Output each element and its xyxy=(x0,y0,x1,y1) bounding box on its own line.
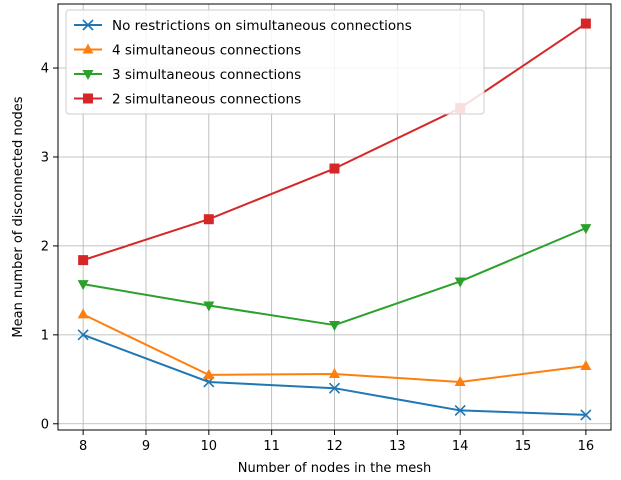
x-tick-label: 16 xyxy=(578,439,595,454)
data-point xyxy=(78,255,89,266)
x-axis-ticks: 8 9 10 11 12 13 14 15 16 xyxy=(79,430,594,454)
data-point xyxy=(329,321,340,332)
legend-entry: 2 simultaneous connections xyxy=(74,92,301,108)
data-point xyxy=(77,329,89,341)
legend-box xyxy=(65,9,485,115)
legend: No restrictions on simultaneous connecti… xyxy=(65,9,485,115)
data-point xyxy=(454,404,466,416)
series-1 xyxy=(77,329,592,421)
y-tick-label: 4 xyxy=(41,62,49,77)
data-point xyxy=(77,308,89,319)
x-tick-label: 13 xyxy=(389,439,406,454)
x-tick-label: 14 xyxy=(452,439,469,454)
x-tick-label: 15 xyxy=(515,439,532,454)
legend-marker xyxy=(82,19,94,31)
legend-entry: No restrictions on simultaneous connecti… xyxy=(74,18,412,34)
legend-label: 2 simultaneous connections xyxy=(112,92,301,108)
data-point xyxy=(329,163,340,174)
data-point xyxy=(580,18,591,29)
series-2 xyxy=(77,308,592,386)
y-axis-ticks: 0 1 2 3 4 xyxy=(41,62,58,432)
legend-marker xyxy=(82,43,94,54)
y-tick-label: 0 xyxy=(41,417,49,432)
x-tick-label: 10 xyxy=(201,439,218,454)
data-point xyxy=(580,224,592,235)
y-axis-label: Mean number of disconnected nodes xyxy=(11,96,26,337)
x-tick-label: 12 xyxy=(326,439,343,454)
y-tick-label: 1 xyxy=(41,328,49,343)
y-tick-label: 3 xyxy=(41,150,49,165)
data-point xyxy=(328,382,341,394)
series-3 xyxy=(77,224,592,332)
legend-marker xyxy=(83,93,93,104)
data-point xyxy=(77,280,89,291)
legend-label: No restrictions on simultaneous connecti… xyxy=(112,18,412,34)
legend-marker xyxy=(82,70,94,80)
y-tick-label: 2 xyxy=(41,239,49,254)
legend-entry: 3 simultaneous connections xyxy=(74,67,301,83)
data-point xyxy=(203,368,215,379)
x-tick-label: 11 xyxy=(263,439,280,454)
data-point xyxy=(580,359,592,370)
legend-label: 3 simultaneous connections xyxy=(112,67,301,83)
x-tick-label: 8 xyxy=(79,439,87,454)
x-axis-label: Number of nodes in the mesh xyxy=(238,461,432,476)
x-tick-label: 9 xyxy=(142,439,150,454)
data-point xyxy=(580,409,592,421)
series-lines xyxy=(77,18,592,421)
data-point xyxy=(454,375,466,386)
legend-label: 4 simultaneous connections xyxy=(112,43,301,59)
data-point xyxy=(203,214,214,225)
data-point xyxy=(329,367,340,378)
legend-entry: 4 simultaneous connections xyxy=(74,43,301,59)
data-point xyxy=(203,301,215,312)
data-point xyxy=(454,277,466,288)
